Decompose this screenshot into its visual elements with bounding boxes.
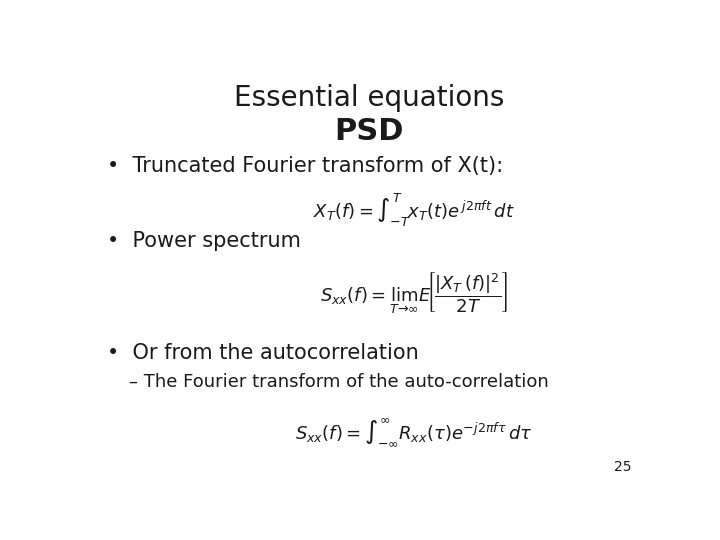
Text: $X_T(f) = \int_{-T}^{T} x_T(t)e^{\,j2\pi ft}\,dt$: $X_T(f) = \int_{-T}^{T} x_T(t)e^{\,j2\pi… xyxy=(312,192,515,229)
Text: $S_{xx}(f) = \int_{-\infty}^{\infty} R_{xx}(\tau)e^{-j2\pi f\tau}\,d\tau$: $S_{xx}(f) = \int_{-\infty}^{\infty} R_{… xyxy=(295,416,532,448)
Text: •  Truncated Fourier transform of X(t):: • Truncated Fourier transform of X(t): xyxy=(107,156,503,176)
Text: •  Or from the autocorrelation: • Or from the autocorrelation xyxy=(107,343,418,363)
Text: PSD: PSD xyxy=(334,117,404,146)
Text: •  Power spectrum: • Power spectrum xyxy=(107,231,301,251)
Text: 25: 25 xyxy=(613,461,631,474)
Text: – The Fourier transform of the auto-correlation: – The Fourier transform of the auto-corr… xyxy=(129,373,549,392)
Text: Essential equations: Essential equations xyxy=(234,84,504,112)
Text: $S_{xx}(f) = \lim_{T \to \infty} E\!\left[\dfrac{|X_T(f)|^2}{2T}\right]$: $S_{xx}(f) = \lim_{T \to \infty} E\!\lef… xyxy=(320,271,508,316)
